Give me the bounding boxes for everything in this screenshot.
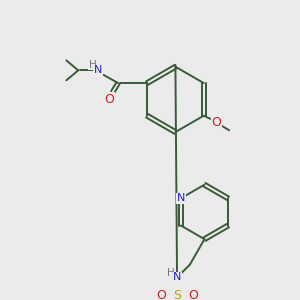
Text: N: N [173,272,182,282]
Text: O: O [212,116,221,130]
Text: O: O [104,93,114,106]
Text: O: O [189,289,199,300]
Text: N: N [177,193,185,203]
Text: S: S [173,289,181,300]
Text: H: H [167,268,175,278]
Text: H: H [89,60,97,70]
Text: N: N [94,65,102,75]
Text: O: O [156,289,166,300]
